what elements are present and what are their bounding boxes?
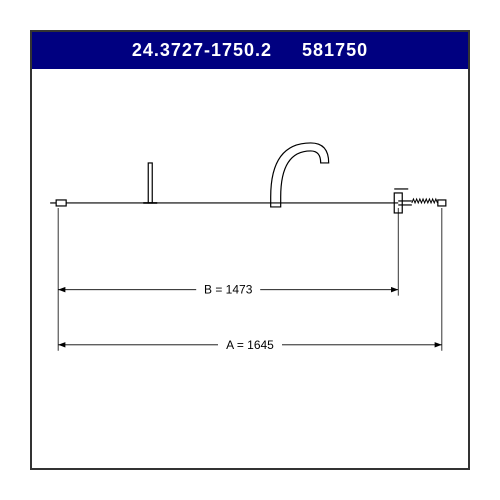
cable-drawing: B = 1473 A = 1645 (32, 69, 468, 463)
header-bar: 24.3727-1750.2 581750 (32, 32, 468, 69)
part-number-2: 581750 (302, 40, 368, 60)
part-number-1: 24.3727-1750.2 (132, 40, 272, 60)
svg-text:A = 1645: A = 1645 (226, 338, 274, 352)
diagram-frame: 24.3727-1750.2 581750 B = 1473 A = 1645 (30, 30, 470, 470)
svg-text:B = 1473: B = 1473 (204, 283, 253, 297)
drawing-area: B = 1473 A = 1645 (32, 69, 468, 463)
